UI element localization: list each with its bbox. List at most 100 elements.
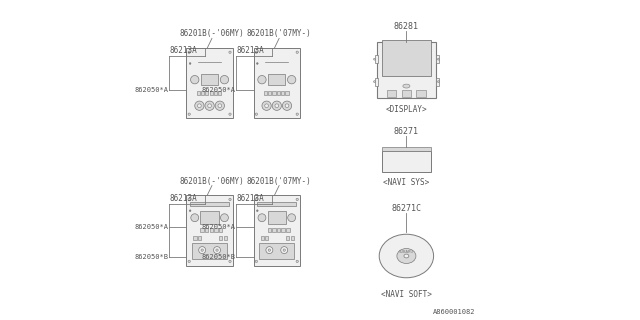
Circle shape: [229, 198, 231, 201]
Circle shape: [258, 214, 266, 222]
Text: 862050*A: 862050*A: [202, 87, 236, 93]
Circle shape: [188, 260, 190, 262]
Bar: [260, 236, 264, 240]
Text: <NAVI SOFT>: <NAVI SOFT>: [381, 290, 432, 299]
Bar: [417, 90, 426, 97]
Text: 862050*A: 862050*A: [134, 87, 168, 93]
Circle shape: [229, 260, 231, 262]
Bar: [291, 236, 294, 240]
Circle shape: [282, 101, 292, 110]
Bar: [253, 195, 300, 266]
Text: 862050*B: 862050*B: [134, 254, 168, 260]
Circle shape: [229, 51, 231, 53]
Bar: [186, 48, 233, 118]
Circle shape: [374, 58, 375, 60]
Bar: [268, 228, 271, 232]
Circle shape: [188, 198, 190, 201]
Text: 86271C: 86271C: [392, 204, 421, 213]
Circle shape: [283, 249, 285, 251]
Bar: [381, 151, 431, 172]
Text: 86213A: 86213A: [237, 194, 264, 203]
Circle shape: [272, 101, 282, 110]
Text: A860001082: A860001082: [433, 309, 475, 315]
Circle shape: [287, 76, 296, 84]
Circle shape: [296, 198, 298, 201]
Circle shape: [374, 81, 375, 83]
Bar: [196, 91, 200, 95]
Text: 86213A: 86213A: [170, 194, 197, 203]
Circle shape: [198, 247, 205, 253]
Bar: [402, 90, 411, 97]
Circle shape: [229, 113, 231, 115]
Circle shape: [205, 101, 214, 110]
Circle shape: [268, 249, 271, 251]
Bar: [193, 236, 196, 240]
Circle shape: [296, 260, 298, 262]
Circle shape: [198, 104, 201, 108]
Circle shape: [221, 214, 228, 222]
Bar: [272, 228, 276, 232]
Bar: [259, 243, 294, 259]
Circle shape: [257, 63, 258, 64]
Text: 86213A: 86213A: [237, 46, 264, 55]
Circle shape: [255, 198, 257, 201]
Text: <DISPLAY>: <DISPLAY>: [385, 105, 428, 114]
Bar: [286, 228, 289, 232]
Text: 86201B('07MY-): 86201B('07MY-): [247, 177, 312, 186]
Circle shape: [255, 260, 257, 262]
Circle shape: [220, 76, 228, 84]
Bar: [265, 236, 268, 240]
Bar: [436, 55, 439, 63]
Text: SUBARU: SUBARU: [399, 250, 414, 254]
Bar: [377, 43, 436, 99]
Text: 86213A: 86213A: [170, 46, 197, 55]
Text: 86201B(-'06MY): 86201B(-'06MY): [180, 177, 244, 186]
Circle shape: [258, 76, 266, 84]
Ellipse shape: [403, 84, 410, 88]
Text: <NAVI SYS>: <NAVI SYS>: [383, 179, 429, 188]
Bar: [209, 91, 213, 95]
Circle shape: [296, 51, 298, 53]
Bar: [276, 91, 280, 95]
Circle shape: [218, 104, 221, 108]
Bar: [277, 228, 280, 232]
Bar: [200, 212, 219, 224]
Bar: [214, 228, 218, 232]
Bar: [268, 74, 285, 85]
Bar: [205, 91, 209, 95]
Text: 862050*A: 862050*A: [202, 224, 236, 230]
Bar: [214, 91, 217, 95]
Circle shape: [208, 104, 211, 108]
Bar: [218, 91, 221, 95]
Circle shape: [201, 249, 204, 251]
Ellipse shape: [404, 254, 409, 258]
Bar: [219, 228, 222, 232]
Text: 862050*A: 862050*A: [134, 224, 168, 230]
Bar: [186, 195, 233, 266]
Text: 86201B('07MY-): 86201B('07MY-): [247, 29, 312, 38]
Bar: [268, 212, 286, 224]
Circle shape: [214, 247, 221, 253]
Text: 862050*B: 862050*B: [202, 254, 236, 260]
Circle shape: [255, 113, 257, 115]
Circle shape: [281, 247, 288, 253]
Bar: [387, 90, 396, 97]
Bar: [375, 78, 378, 85]
Bar: [257, 202, 296, 206]
Bar: [268, 91, 271, 95]
Bar: [273, 91, 276, 95]
Circle shape: [438, 81, 439, 83]
Circle shape: [262, 101, 271, 110]
Bar: [223, 236, 227, 240]
Bar: [264, 91, 267, 95]
Text: 86271: 86271: [394, 127, 419, 136]
Bar: [219, 236, 222, 240]
Ellipse shape: [397, 249, 416, 263]
Bar: [253, 48, 300, 118]
Circle shape: [296, 113, 298, 115]
Bar: [198, 236, 201, 240]
Circle shape: [188, 113, 190, 115]
Bar: [201, 91, 204, 95]
Circle shape: [265, 104, 268, 108]
Circle shape: [189, 210, 191, 212]
